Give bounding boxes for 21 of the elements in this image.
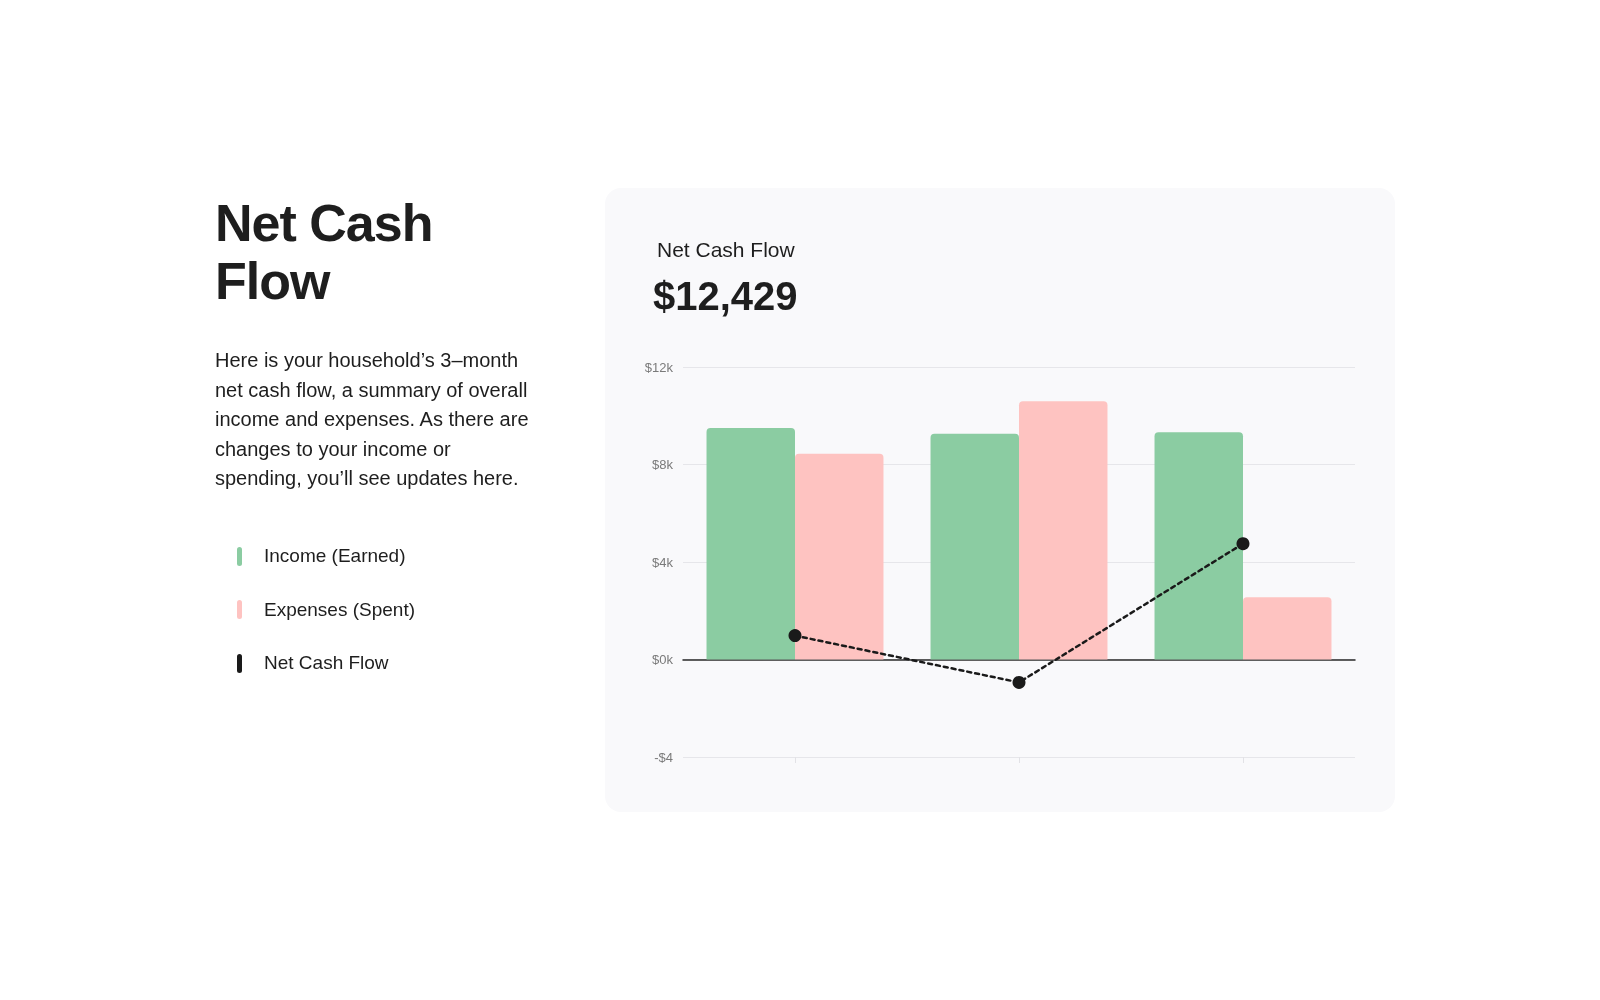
point: [788, 629, 802, 643]
point: [1236, 537, 1250, 551]
y-tick-label: -$4: [654, 749, 673, 765]
bar: [706, 427, 795, 660]
legend-label: Net Cash Flow: [264, 652, 389, 675]
y-tick-label: $4k: [652, 554, 674, 570]
text: Here is your household’s 3–month net cash flow, a summary of overall income and expenses. As there are changes to your income or spending, you’ll see updates here.: [215, 348, 530, 491]
y-tick-label: $0k: [652, 652, 674, 667]
text: Net Cash Flow: [657, 238, 795, 262]
point: [1012, 675, 1026, 689]
bar: [795, 453, 884, 660]
y-tick-label: $12k: [644, 359, 674, 375]
bar: [930, 433, 1019, 660]
bar: [1019, 401, 1108, 660]
y-tick-label: $8k: [652, 457, 674, 472]
bar: [1154, 432, 1243, 660]
legend-label: Expenses (Spent): [264, 598, 416, 621]
chart-title: Net Cash Flow: [215, 194, 434, 310]
text: $12,429: [653, 274, 798, 319]
legend-label: Income (Earned): [264, 545, 406, 568]
bar: [1243, 597, 1332, 660]
